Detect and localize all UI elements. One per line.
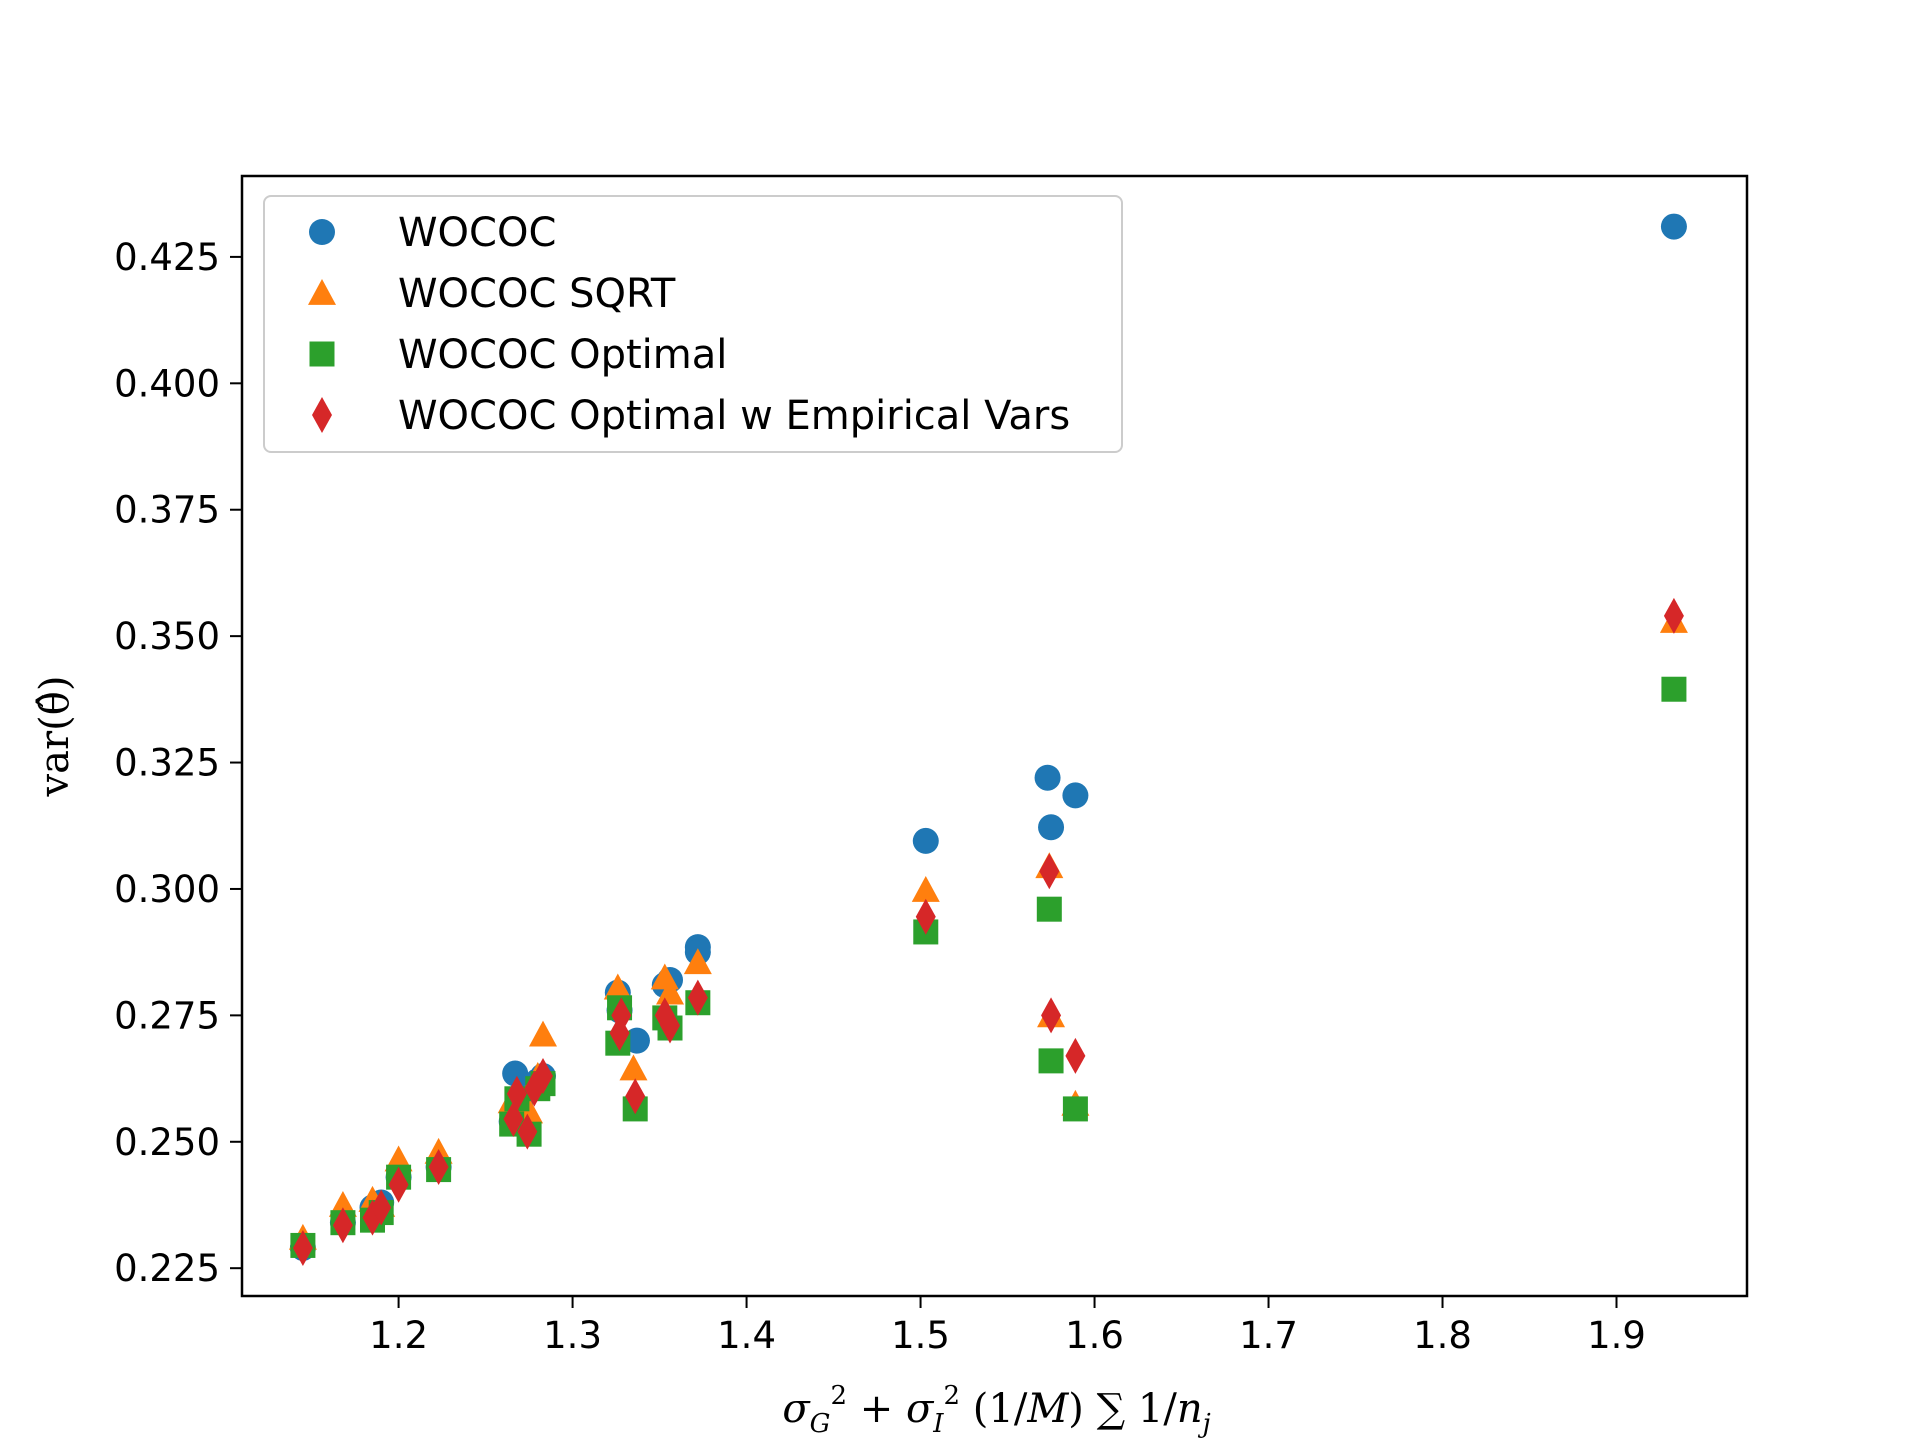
data-point-s3-20 [1038,1048,1064,1074]
legend-label-4: WOCOC Optimal w Empirical Vars [398,393,1070,439]
x-tick-label-7: 1.8 [1413,1314,1472,1357]
data-point-s4-5 [388,1166,409,1203]
data-point-s2-16 [683,948,712,975]
data-point-s2-12 [603,973,632,1000]
data-point-s1-24 [1660,213,1687,240]
y-tick-label-9: 0.425 [114,236,220,279]
data-point-s1-21 [1034,764,1061,791]
legend-label-1: WOCOC [398,210,556,256]
data-point-s2-11 [529,1020,557,1047]
data-point-s4-16 [660,1007,681,1044]
y-tick-label-1: 0.225 [114,1247,220,1290]
y-tick-label-8: 0.400 [114,362,220,405]
data-point-s4-7 [503,1101,524,1138]
series-4 [292,597,1684,1266]
data-point-s3-22 [1661,676,1687,702]
y-tick-label-7: 0.375 [114,489,220,532]
y-tick-label-3: 0.275 [114,994,220,1037]
data-point-s3-21 [1062,1096,1088,1122]
y-tick-label-5: 0.325 [114,742,220,785]
data-point-s2-17 [911,875,940,902]
legend-marker-3 [309,341,335,367]
y-tick-label-4: 0.300 [114,868,220,911]
data-point-s4-17 [687,979,708,1016]
data-point-s2-15 [656,978,685,1005]
legend: WOCOC WOCOC SQRT WOCOC Optimal WOCOC Optima… [263,195,1123,453]
x-tick-label-2: 1.3 [543,1314,602,1357]
x-axis-label: σG2 + σI2 (1/M) ∑ 1/nj [782,1381,1210,1439]
data-point-s4-22 [1663,597,1684,634]
legend-marker-2 [308,279,336,305]
data-point-s4-20 [1041,997,1062,1034]
data-point-s4-14 [625,1078,646,1115]
data-point-s4-12 [609,1015,630,1052]
data-point-s1-22 [1038,814,1065,841]
x-tick-label-3: 1.4 [717,1314,776,1357]
data-marks [288,213,1688,1266]
data-point-s1-20 [912,827,939,854]
data-point-s4-6 [428,1149,449,1186]
y-tick-label-6: 0.350 [114,615,220,658]
plot-frame [240,174,1749,1298]
y-axis-label: var(θ̂) [32,676,78,798]
data-point-s3-19 [1036,896,1062,922]
data-point-s4-21 [1065,1037,1086,1074]
legend-box [263,195,1123,453]
legend-marker-4 [312,397,332,433]
data-point-s4-13 [611,997,632,1034]
x-tick-label-6: 1.7 [1239,1314,1298,1357]
data-point-s4-1 [292,1229,313,1266]
axes: 1.2 1.3 1.4 1.5 1.6 1.7 1.8 1.9 0.225 0.250 0.275 0… [32,174,1749,1439]
data-point-s4-4 [371,1189,392,1226]
data-point-s4-8 [506,1075,527,1112]
x-tick-label-5: 1.6 [1065,1314,1124,1357]
x-tick-label-1: 1.2 [369,1314,428,1357]
data-point-s4-2 [332,1207,353,1244]
data-point-s2-13 [619,1054,648,1081]
data-point-s4-9 [517,1113,538,1150]
x-tick-label-8: 1.9 [1587,1314,1646,1357]
legend-label-3: WOCOC Optimal [398,332,727,378]
data-point-s4-11 [533,1058,553,1095]
x-tick-label-4: 1.5 [891,1314,950,1357]
data-point-s4-18 [915,898,936,935]
y-tick-label-2: 0.250 [114,1121,220,1164]
legend-marker-1 [309,219,335,245]
legend-label-2: WOCOC SQRT [398,271,676,317]
data-point-s4-19 [1039,853,1060,890]
data-point-s1-15 [623,1027,650,1054]
data-point-s1-23 [1062,782,1089,809]
